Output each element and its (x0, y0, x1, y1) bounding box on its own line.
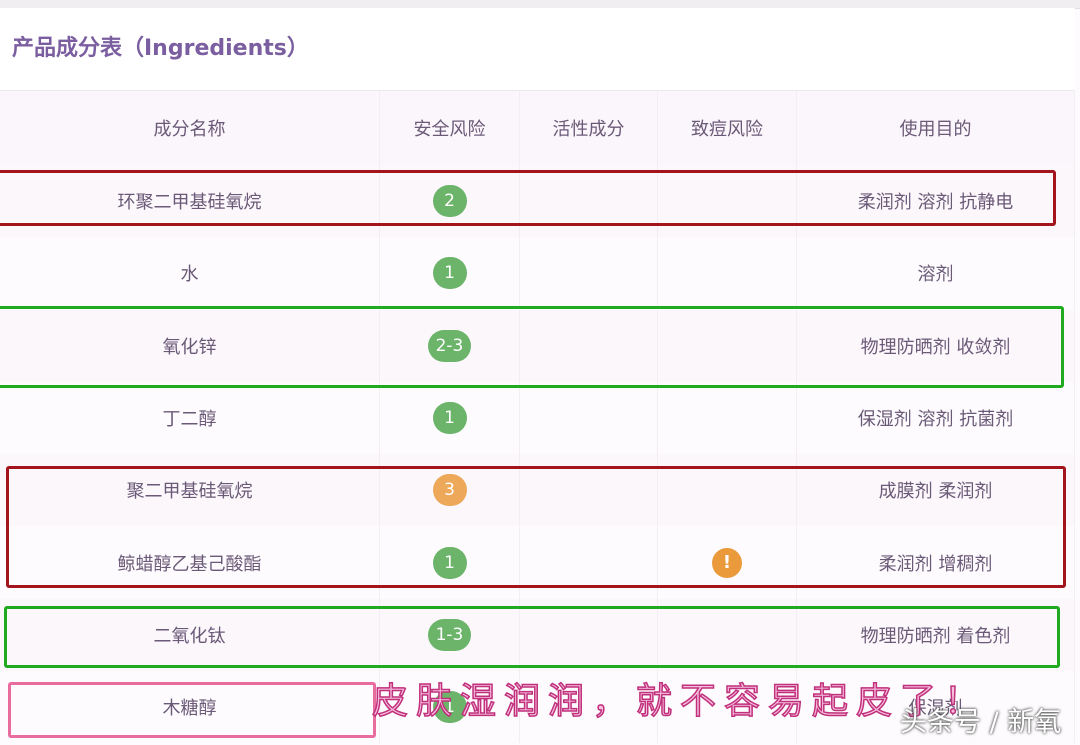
table-row: 丁二醇 1 保湿剂 溶剂 抗菌剂 (0, 381, 1075, 454)
purpose: 成膜剂 柔润剂 (878, 481, 993, 503)
table-cell: 物理防晒剂 着色剂 (797, 598, 1075, 671)
ingredient-name: 环聚二甲基硅氧烷 (117, 192, 262, 213)
purpose: 保湿剂 (908, 698, 963, 720)
table-cell (520, 526, 658, 599)
table-cell (658, 237, 797, 310)
table-cell: 二氧化钛 (0, 598, 380, 671)
table-cell (520, 381, 658, 454)
table-cell (520, 671, 658, 744)
table-cell (658, 454, 797, 527)
table-cell (520, 309, 658, 382)
purpose: 保湿剂 溶剂 抗菌剂 (857, 408, 1014, 430)
table-cell: 1 (380, 237, 520, 310)
table-cell: ! (658, 526, 797, 599)
risk-badge: 1-3 (427, 618, 472, 651)
risk-badge: 2-3 (427, 329, 472, 362)
header-label: 致痘风险 (691, 119, 763, 140)
ingredient-name: 丁二醇 (162, 408, 217, 430)
table-cell: 氧化锌 (0, 309, 380, 382)
overlay-caption: 皮肤湿润润，就不容易起皮了！ (371, 680, 989, 723)
highlight-box (4, 606, 1060, 668)
purpose: 柔润剂 增稠剂 (878, 553, 993, 575)
table-cell: 环聚二甲基硅氧烷 (0, 165, 380, 237)
table-cell (520, 237, 658, 310)
highlight-box (0, 170, 1056, 226)
table-cell (658, 598, 797, 671)
risk-badge: 2 (432, 185, 467, 217)
table-cell: 1 (380, 671, 520, 744)
table-cell: 2-3 (380, 309, 520, 382)
table-cell: 木糖醇 (0, 671, 380, 744)
risk-badge: 1 (432, 401, 467, 434)
table-row: 二氧化钛 1-3 物理防晒剂 着色剂 (0, 598, 1075, 671)
table-row: 氧化锌 2-3 物理防晒剂 收敛剂 (0, 309, 1075, 382)
ingredient-name: 二氧化钛 (153, 625, 226, 647)
ingredient-name: 水 (180, 264, 199, 286)
table-cell: 聚二甲基硅氧烷 (0, 454, 380, 527)
table-cell: 3 (380, 454, 520, 527)
ingredient-name: 氧化锌 (162, 336, 217, 358)
header-label: 活性成分 (552, 119, 625, 140)
purpose: 物理防晒剂 收敛剂 (860, 336, 1011, 358)
table-cell: 1 (380, 526, 520, 599)
table-cell: 成分名称 (0, 91, 380, 165)
highlight-box (8, 682, 376, 738)
header-label: 使用目的 (899, 119, 972, 140)
risk-badge: 3 (432, 474, 467, 507)
risk-badge: 1 (432, 257, 467, 290)
table-cell: 柔润剂 溶剂 抗静电 (797, 165, 1075, 237)
table-cell (658, 671, 797, 744)
table-cell: 鲸蜡醇乙基己酸酯 (0, 526, 380, 599)
header-row: 成分名称 安全风险 活性成分 致痘风险 使用目的 (0, 91, 1075, 165)
ingredient-name: 聚二甲基硅氧烷 (126, 481, 253, 503)
table-cell (520, 598, 658, 671)
title-bar (0, 8, 1075, 91)
risk-badge: 1 (432, 546, 467, 579)
ingredient-name: 鲸蜡醇乙基己酸酯 (117, 553, 262, 575)
table-cell: 溶剂 (797, 237, 1075, 310)
risk-badge: 1 (432, 691, 467, 724)
watermark: 头条号 / 新氧 (900, 707, 1062, 738)
table-cell: 使用目的 (797, 91, 1075, 165)
table-cell: 柔润剂 增稠剂 (797, 526, 1075, 599)
acne-warning: ! (712, 547, 742, 578)
table-cell (658, 309, 797, 382)
table-cell: 成膜剂 柔润剂 (797, 454, 1075, 527)
table-cell: 2 (380, 165, 520, 237)
table-cell: 物理防晒剂 收敛剂 (797, 309, 1075, 382)
highlight-box (6, 466, 1066, 588)
table-cell: 水 (0, 237, 380, 310)
table-cell (520, 454, 658, 527)
highlight-box (0, 306, 1064, 388)
table-cell: 1 (380, 381, 520, 454)
table-cell (658, 165, 797, 237)
table-title: 产品成分表（Ingredients） (12, 36, 309, 61)
header-label: 安全风险 (413, 119, 486, 140)
header-label: 成分名称 (153, 119, 226, 140)
purpose: 溶剂 (917, 264, 954, 286)
table-cell (520, 165, 658, 237)
purpose: 柔润剂 溶剂 抗静电 (857, 192, 1014, 213)
table-cell: 致痘风险 (658, 91, 797, 165)
table-cell: 安全风险 (380, 91, 520, 165)
table-cell: 活性成分 (520, 91, 658, 165)
table-cell (658, 381, 797, 454)
table-cell: 保湿剂 (797, 671, 1075, 744)
purpose: 物理防晒剂 着色剂 (860, 625, 1011, 647)
table-cell: 丁二醇 (0, 381, 380, 454)
table-row: 水 1 溶剂 (0, 237, 1075, 310)
ingredient-name: 木糖醇 (162, 698, 217, 720)
table-cell: 保湿剂 溶剂 抗菌剂 (797, 381, 1075, 454)
table-cell: 1-3 (380, 598, 520, 671)
